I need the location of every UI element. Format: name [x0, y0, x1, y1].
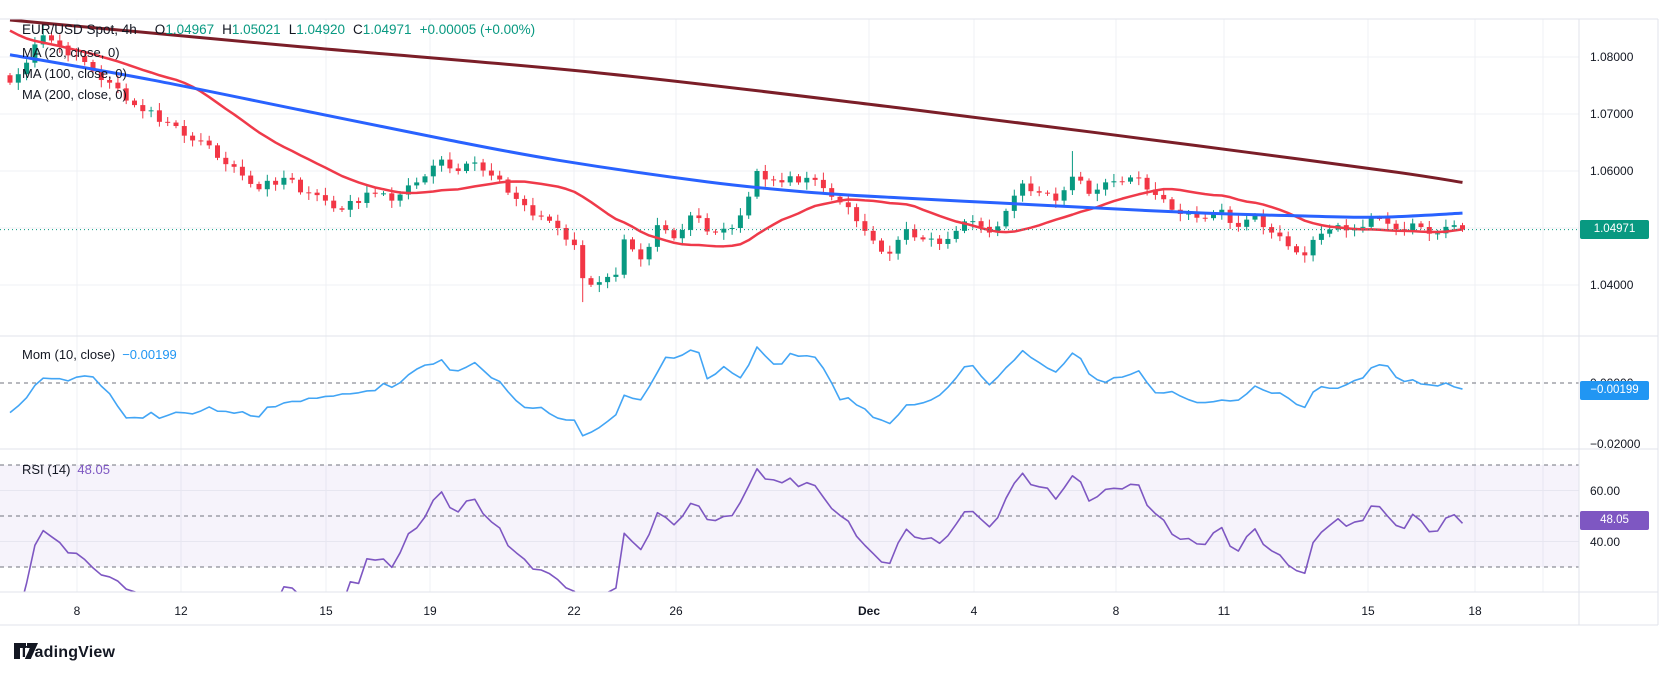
momentum-tick-label: −0.02000	[1590, 437, 1641, 451]
close-label: C	[353, 22, 363, 37]
low-value: 1.04920	[296, 22, 346, 37]
ma20-legend-item[interactable]: MA (20, close, 0)	[22, 45, 120, 60]
high-value: 1.05021	[231, 22, 281, 37]
price-tick-label: 1.06000	[1590, 164, 1634, 178]
tradingview-brand-text: TradingView	[19, 644, 116, 661]
legend-header: EUR/USD Spot, 4h O1.04967 H1.05021 L1.04920…	[22, 22, 535, 37]
time-axis-label: 15	[319, 604, 333, 618]
time-axis-label: 22	[567, 604, 581, 618]
high-label: H	[222, 22, 232, 37]
momentum-legend[interactable]: Mom (10, close) −0.00199	[22, 347, 177, 362]
ma200-legend-item[interactable]: MA (200, close, 0)	[22, 87, 127, 102]
ma100-legend-item[interactable]: MA (100, close, 0)	[22, 66, 127, 81]
momentum-legend-value: −0.00199	[122, 347, 177, 362]
tradingview-attribution[interactable]: TradingView	[13, 641, 115, 665]
time-axis-label: 26	[669, 604, 683, 618]
time-axis[interactable]	[0, 592, 1579, 625]
momentum-legend-name: Mom (10, close)	[22, 347, 116, 362]
last-price-badge: 1.04971	[1580, 220, 1649, 239]
price-axis[interactable]	[1580, 19, 1658, 592]
ma-legend: MA (20, close, 0) MA (100, close, 0) MA …	[22, 42, 127, 105]
time-axis-label: 12	[174, 604, 188, 618]
close-value: 1.04971	[362, 22, 412, 37]
price-tick-label: 1.07000	[1590, 107, 1634, 121]
time-axis-label: Dec	[857, 604, 880, 618]
time-axis-label: 19	[423, 604, 437, 618]
change-value: +0.00005 (+0.00%)	[419, 22, 536, 37]
time-axis-label: 18	[1468, 604, 1482, 618]
rsi-legend-value: 48.05	[77, 462, 110, 477]
price-tick-label: 1.08000	[1590, 50, 1634, 64]
rsi-tick-label: 60.00	[1590, 483, 1621, 498]
open-value: 1.04967	[165, 22, 215, 37]
time-axis-label: 15	[1361, 604, 1375, 618]
open-label: O	[154, 22, 166, 37]
rsi-legend[interactable]: RSI (14) 48.05	[22, 462, 110, 477]
tradingview-logo-icon	[14, 643, 38, 659]
rsi-legend-name: RSI (14)	[22, 462, 71, 477]
time-axis-label: 8	[1112, 604, 1120, 618]
time-axis-label: 4	[970, 604, 978, 618]
symbol-title[interactable]: EUR/USD Spot, 4h	[22, 22, 137, 37]
price-tick-label: 1.04000	[1590, 278, 1634, 292]
rsi-tick-label: 40.00	[1590, 534, 1621, 549]
time-axis-label: 8	[73, 604, 81, 618]
low-label: L	[288, 22, 297, 37]
rsi-value-badge: 48.05	[1580, 511, 1649, 530]
momentum-value-badge: −0.00199	[1580, 381, 1649, 400]
time-axis-label: 11	[1217, 604, 1231, 618]
